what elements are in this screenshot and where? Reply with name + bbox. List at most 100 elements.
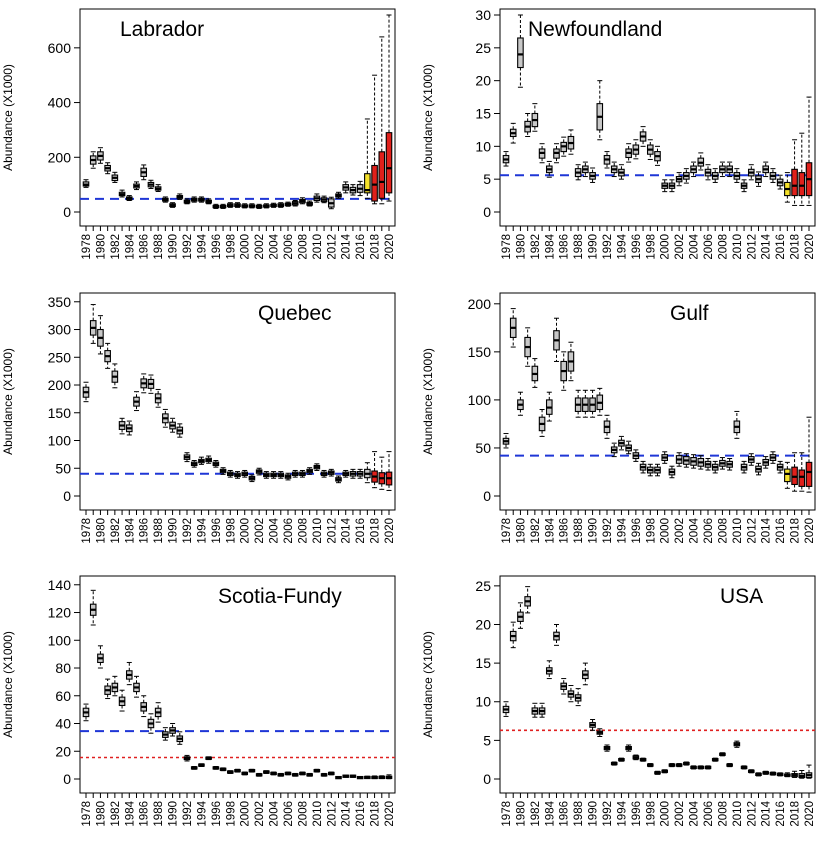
x-tick-label: 1986 <box>139 801 151 827</box>
y-tick-label: 50 <box>475 440 491 456</box>
box-1986 <box>560 678 568 695</box>
y-tick-label: 120 <box>48 605 72 621</box>
x-tick-label: 2014 <box>761 800 773 826</box>
y-tick-label: 100 <box>48 632 72 648</box>
box-1986 <box>560 136 568 157</box>
box-2011 <box>740 765 748 770</box>
box-1979 <box>89 304 97 344</box>
box-1990 <box>589 389 596 418</box>
box-2005 <box>277 772 285 777</box>
box-1991 <box>596 387 604 416</box>
x-tick-label: 1994 <box>616 800 628 826</box>
box-2020 <box>385 774 393 780</box>
box-1997 <box>639 126 647 147</box>
box-2002 <box>675 172 683 187</box>
x-tick-label: 2000 <box>660 518 672 544</box>
box-2008 <box>299 197 306 205</box>
box-body <box>385 132 393 194</box>
box-2005 <box>697 765 705 770</box>
box-1987 <box>147 179 155 189</box>
box-2016 <box>776 460 784 474</box>
x-tick-label: 1996 <box>631 234 643 260</box>
box-1999 <box>654 145 661 166</box>
box-1984 <box>125 420 133 436</box>
box-2014 <box>762 456 770 469</box>
box-1986 <box>560 351 568 391</box>
x-tick-label: 2008 <box>717 801 729 827</box>
box-1985 <box>133 391 140 412</box>
box-2001 <box>668 465 676 479</box>
x-tick-label: 2000 <box>240 234 252 260</box>
x-tick-label: 2010 <box>732 234 744 260</box>
x-tick-label: 1982 <box>110 234 122 260</box>
y-tick-label: 50 <box>55 460 71 476</box>
box-1987 <box>567 685 575 703</box>
box-1980 <box>517 391 524 416</box>
y-tick-label: 400 <box>48 95 72 111</box>
box-1993 <box>610 161 618 178</box>
box-body <box>798 469 806 487</box>
box-1981 <box>104 678 111 700</box>
box-2005 <box>697 455 705 470</box>
box-2012 <box>747 453 755 466</box>
box-2019 <box>378 456 386 490</box>
box-1982 <box>111 363 119 389</box>
panel-title: Gulf <box>670 302 709 325</box>
x-tick-label: 2004 <box>269 800 281 826</box>
x-tick-label: 2016 <box>775 801 787 827</box>
x-tick-label: 2010 <box>312 801 324 827</box>
box-1979 <box>509 308 517 348</box>
x-tick-label: 1980 <box>95 518 107 544</box>
box-1981 <box>524 327 531 367</box>
x-tick-label: 2014 <box>341 800 353 826</box>
x-tick-label: 1980 <box>95 234 107 260</box>
x-tick-label: 2018 <box>370 234 382 260</box>
box-2000 <box>661 451 669 464</box>
box-2000 <box>661 769 669 774</box>
box-2006 <box>704 765 712 770</box>
box-2007 <box>711 460 719 474</box>
x-tick-label: 1986 <box>139 234 151 260</box>
x-tick-label: 2012 <box>326 518 338 544</box>
box-1995 <box>625 440 632 455</box>
box-1978 <box>82 381 90 403</box>
x-tick-label: 1996 <box>211 518 223 544</box>
box-1998 <box>226 469 234 478</box>
box-1988 <box>574 164 582 181</box>
box-2002 <box>675 763 683 768</box>
box-2010 <box>733 168 741 183</box>
box-2012 <box>327 468 335 477</box>
box-1994 <box>198 456 205 465</box>
x-tick-label: 1994 <box>196 517 208 543</box>
y-axis-label: Abundance (X1000) <box>421 64 435 171</box>
y-tick-label: 5 <box>483 171 491 187</box>
x-tick-label: 2012 <box>326 234 338 260</box>
y-tick-label: 0 <box>483 488 491 504</box>
box-2007 <box>711 168 719 183</box>
x-tick-label: 2020 <box>804 801 816 827</box>
box-1995 <box>205 756 212 761</box>
box-1984 <box>125 661 133 686</box>
box-2011 <box>320 469 328 478</box>
box-1988 <box>574 688 582 707</box>
y-tick-label: 200 <box>48 149 72 165</box>
box-2004 <box>270 471 277 479</box>
y-tick-label: 150 <box>48 405 72 421</box>
box-1991 <box>176 731 184 745</box>
box-2020 <box>385 451 393 491</box>
y-axis-label: Abundance (X1000) <box>1 631 15 738</box>
y-tick-label: 100 <box>48 433 72 449</box>
box-1979 <box>509 122 517 144</box>
box-1991 <box>176 193 184 200</box>
x-tick-label: 1982 <box>530 518 542 544</box>
box-1986 <box>140 373 148 394</box>
box-1990 <box>589 167 596 183</box>
box-1989 <box>582 389 589 418</box>
x-tick-label: 2002 <box>254 801 266 827</box>
box-1994 <box>198 196 205 203</box>
box-1995 <box>205 455 212 464</box>
x-tick-label: 1988 <box>573 518 585 544</box>
y-tick-label: 140 <box>48 577 72 593</box>
